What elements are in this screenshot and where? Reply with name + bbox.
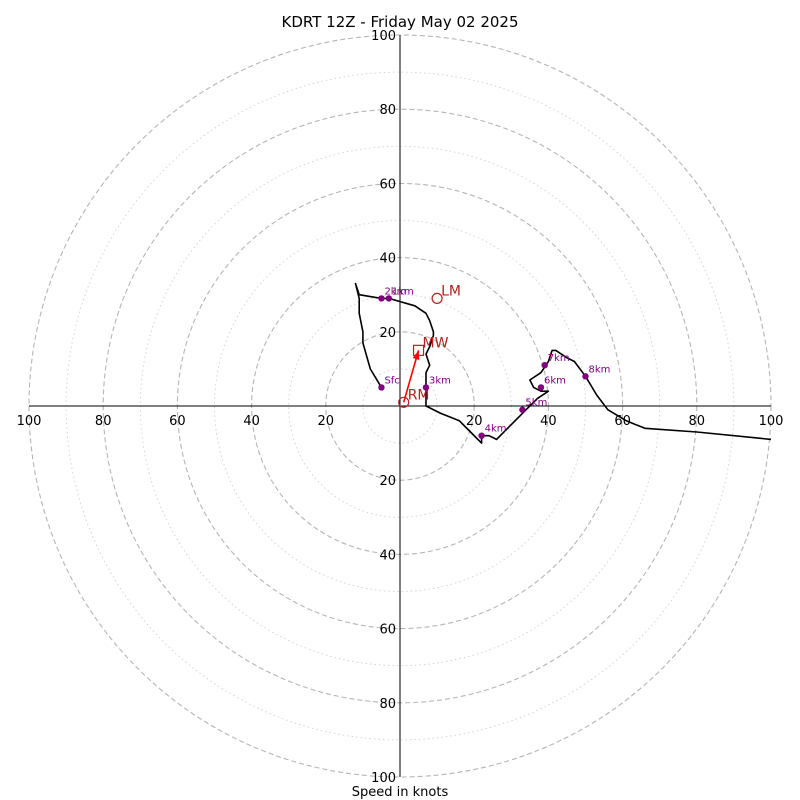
storm-motion-mw-label: MW: [423, 335, 449, 351]
storm-motion-lm-marker: [431, 292, 443, 305]
x-tick-label: 60: [169, 414, 186, 429]
height-marker-8km: [582, 373, 589, 380]
height-marker-7km: [541, 361, 548, 369]
x-tick-label: 20: [318, 414, 335, 429]
y-tick-label: 80: [379, 697, 396, 712]
chart-title: KDRT 12Z - Friday May 02 2025: [282, 13, 519, 31]
height-label-3km: 3km: [429, 375, 451, 386]
y-tick-label: 40: [379, 548, 396, 563]
height-label-7km: 7km: [548, 353, 570, 364]
x-axis-label: Speed in knots: [352, 785, 449, 800]
height-marker-3km: [422, 384, 430, 391]
y-tick-label: 100: [371, 29, 396, 44]
y-tick-label: 60: [379, 177, 396, 192]
storm-motion-lm-label: LM: [441, 283, 461, 299]
height-marker-2km: [378, 295, 385, 302]
height-label-5km: 5km: [525, 398, 547, 409]
height-marker-1km: [385, 295, 393, 302]
height-label-4km: 4km: [485, 424, 507, 435]
y-tick-label: 40: [379, 252, 396, 267]
height-label-6km: 6km: [544, 375, 566, 386]
x-tick-label: 20: [466, 414, 483, 429]
x-tick-label: 60: [614, 414, 631, 429]
height-label-2km: 2km: [384, 286, 406, 297]
axis-tick-labels: 100 100 100 100 80 80 80 80 60 60 60 60 40 40 40 40 20 20…: [17, 29, 784, 786]
storm-motion-rm-label: RM: [408, 387, 430, 403]
x-tick-label: 80: [95, 414, 112, 429]
height-marker-6km: [537, 384, 545, 391]
height-marker-4km: [478, 432, 485, 439]
y-tick-label: 20: [379, 326, 396, 341]
height-label-sfc: Sfc: [384, 375, 399, 386]
height-label-1km: 1km: [392, 286, 414, 297]
x-tick-label: 40: [540, 414, 557, 429]
y-tick-label: 20: [379, 474, 396, 489]
height-marker-5km: [519, 406, 526, 413]
storm-motion-rm-marker: [398, 396, 410, 408]
y-tick-label: 100: [371, 771, 396, 786]
storm-motion-mw-marker: [412, 344, 425, 356]
x-tick-label: 40: [243, 414, 260, 429]
y-tick-label: 80: [379, 103, 396, 118]
x-tick-label: 100: [17, 414, 42, 429]
storm-motion-markers: LM MW RM: [398, 283, 461, 408]
y-tick-label: 60: [379, 623, 396, 638]
x-tick-label: 80: [689, 414, 706, 429]
height-marker-sfc: [378, 384, 385, 391]
height-label-8km: 8km: [589, 364, 611, 375]
x-tick-label: 100: [759, 414, 784, 429]
